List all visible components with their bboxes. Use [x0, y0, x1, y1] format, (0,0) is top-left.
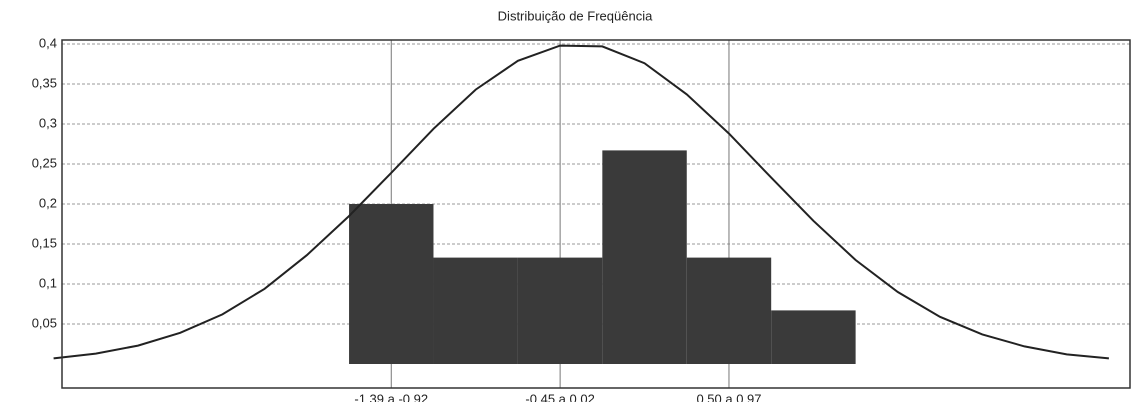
y-tick-label: 0,2 [39, 195, 57, 210]
x-tick-label: -1,39 a -0,92 [354, 391, 428, 402]
y-tick-label: 0,3 [39, 115, 57, 130]
x-tick-label: -0,45 a 0,02 [525, 391, 594, 402]
y-tick-label: 0,35 [32, 75, 57, 90]
bar [771, 310, 856, 364]
x-tick-label: 0,50 a 0,97 [696, 391, 761, 402]
y-tick-label: 0,1 [39, 275, 57, 290]
bar [433, 257, 518, 364]
y-tick-label: 0,15 [32, 235, 57, 250]
bar [349, 204, 434, 364]
y-tick-label: 0,05 [32, 315, 57, 330]
plot-frame [61, 39, 1131, 389]
bar [517, 257, 603, 364]
y-tick-label: 0,4 [39, 35, 57, 50]
bar [686, 257, 772, 364]
y-tick-label: 0,25 [32, 155, 57, 170]
normal-curve [53, 44, 1109, 360]
bar [602, 150, 687, 364]
chart-title: Distribuição de Freqüência [498, 8, 653, 23]
